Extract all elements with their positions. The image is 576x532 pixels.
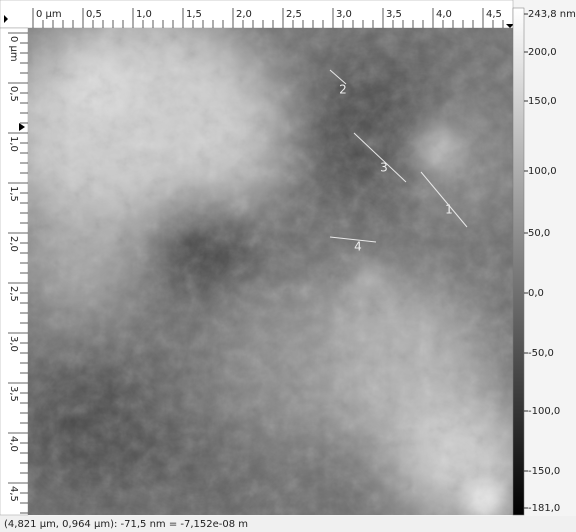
top-ruler-label: 1,0 [136, 9, 152, 20]
left-ruler-label: 2,5 [8, 286, 19, 302]
top-ruler-label: 4,0 [436, 9, 452, 20]
top-ruler-label: 0 µm [36, 9, 62, 20]
color-bar [513, 8, 524, 515]
left-ruler-label: 3,5 [8, 386, 19, 402]
color-scale-label: 50,0 [528, 228, 550, 239]
left-ruler-label: 0,5 [8, 86, 19, 102]
afm-viewer: 0 µm 0,5 1,0 1,5 2,0 2,5 3,0 3,5 4,0 4,5 0 µm 0,5 1,… [0, 0, 576, 532]
top-ruler-label: 3,0 [336, 9, 352, 20]
left-ruler-label: 3,0 [8, 336, 19, 352]
color-scale-label: 150,0 [528, 96, 557, 107]
top-ruler-label: 2,5 [286, 9, 302, 20]
left-ruler-label: 1,5 [8, 186, 19, 202]
top-ruler-label: 3,5 [386, 9, 402, 20]
profile-label: 3 [380, 161, 388, 175]
color-scale-label: -50,0 [528, 348, 554, 359]
top-ruler-label: 0,5 [86, 9, 102, 20]
profile-label: 2 [339, 83, 347, 97]
afm-image [0, 10, 530, 520]
top-ruler-label: 2,0 [236, 9, 252, 20]
top-ruler-label: 1,5 [186, 9, 202, 20]
left-ruler-label: 4,5 [8, 486, 19, 502]
color-scale-label: -181,0 [528, 503, 560, 514]
color-scale-label: 0,0 [528, 288, 544, 299]
color-scale-label: -150,0 [528, 466, 560, 477]
left-ruler-label: 2,0 [8, 236, 19, 252]
profile-label: 1 [445, 203, 453, 217]
left-ruler-label: 1,0 [8, 136, 19, 152]
profile-label: 4 [354, 240, 362, 254]
color-scale-label: 200,0 [528, 47, 557, 58]
color-scale-label: 243,8 nm [528, 9, 576, 20]
status-text: (4,821 µm, 0,964 µm): -71,5 nm = -7,152e… [4, 519, 248, 530]
top-ruler-label: 4,5 [486, 9, 502, 20]
left-ruler-label: 0 µm [8, 36, 19, 62]
left-ruler-label: 4,0 [8, 436, 19, 452]
color-scale-label: -100,0 [528, 406, 560, 417]
color-scale-label: 100,0 [528, 166, 557, 177]
